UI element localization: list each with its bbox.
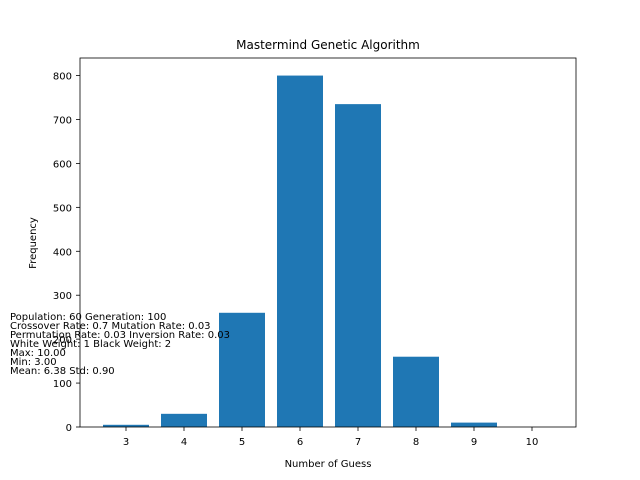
- y-tick-label: 400: [53, 247, 72, 258]
- x-tick-label: 5: [239, 437, 245, 448]
- annotation-line: Permutation Rate: 0.03 Inversion Rate: 0…: [10, 330, 230, 341]
- annotation-line: Crossover Rate: 0.7 Mutation Rate: 0.03: [10, 321, 211, 332]
- x-tick-label: 9: [471, 437, 477, 448]
- x-tick-label: 7: [355, 437, 361, 448]
- annotation-line: White Weight: 1 Black Weight: 2: [10, 339, 171, 350]
- y-tick-label: 500: [53, 203, 72, 214]
- annotation-line: Mean: 6.38 Std: 0.90: [10, 366, 115, 377]
- y-tick-label: 200: [53, 335, 72, 346]
- y-tick-label: 300: [53, 291, 72, 302]
- y-tick-label: 600: [53, 159, 72, 170]
- y-tick-label: 700: [53, 116, 72, 127]
- bar-4: [161, 413, 207, 427]
- x-tick-label: 8: [413, 437, 419, 448]
- y-axis-ticks: 0 100 200 300 400 500 600 700 800: [53, 72, 80, 434]
- x-tick-label: 4: [181, 437, 187, 448]
- bar-6: [277, 75, 323, 428]
- bar-3: [103, 424, 149, 427]
- annotation-line: Max: 10.00: [10, 348, 66, 359]
- y-tick-label: 100: [53, 379, 72, 390]
- y-axis-label: Frequency: [28, 217, 39, 269]
- x-axis-label: Number of Guess: [285, 459, 372, 470]
- plot-frame: [79, 57, 577, 428]
- stats-annotation: Population: 60 Generation: 100Crossover …: [10, 312, 230, 377]
- annotation-line: Population: 60 Generation: 100: [10, 312, 166, 323]
- y-tick-label: 800: [53, 72, 72, 83]
- bar-9: [451, 422, 497, 427]
- x-axis-ticks: 3 4 5 6 7 8 9 10: [123, 427, 539, 448]
- bars: [103, 75, 497, 428]
- y-tick-label: 0: [66, 423, 72, 434]
- bar-7: [335, 104, 381, 427]
- x-tick-label: 6: [297, 437, 303, 448]
- bar-5: [219, 312, 265, 427]
- x-tick-label: 3: [123, 437, 129, 448]
- x-tick-label: 10: [526, 437, 539, 448]
- annotation-line: Min: 3.00: [10, 357, 57, 368]
- chart-title: Mastermind Genetic Algorithm: [236, 38, 420, 52]
- bar-8: [393, 356, 439, 427]
